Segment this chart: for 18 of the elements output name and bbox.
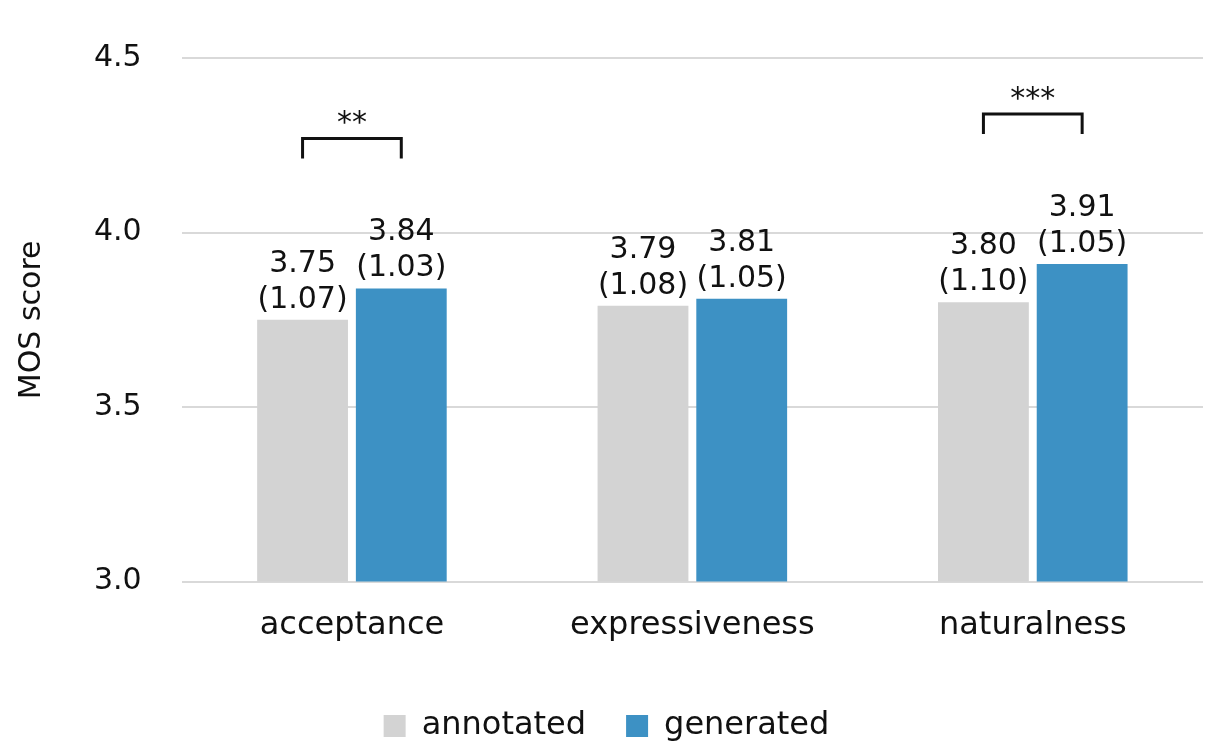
legend-label: generated: [664, 704, 830, 743]
data-label: 3.80 (1.10): [938, 226, 1029, 298]
annotation: **: [336, 104, 367, 140]
y-axis-title: MOS score: [11, 240, 47, 400]
x-tick-label: expressiveness: [570, 604, 815, 643]
data-label: 3.84 (1.03): [356, 212, 447, 284]
annotation: ***: [1010, 79, 1056, 115]
y-tick-label: 3.5: [93, 386, 142, 422]
x-tick-label: acceptance: [259, 604, 445, 643]
x-tick-label: naturalness: [938, 604, 1127, 643]
y-tick-label: 3.0: [93, 561, 142, 597]
data-label: 3.75 (1.07): [257, 243, 348, 315]
legend-label: annotated: [421, 704, 587, 743]
data-label: 3.91 (1.05): [1037, 187, 1128, 259]
y-tick-label: 4.5: [93, 37, 142, 73]
data-label: 3.79 (1.08): [597, 229, 689, 301]
y-tick-label: 4.0: [93, 212, 142, 248]
data-label: 3.81 (1.05): [696, 222, 787, 294]
